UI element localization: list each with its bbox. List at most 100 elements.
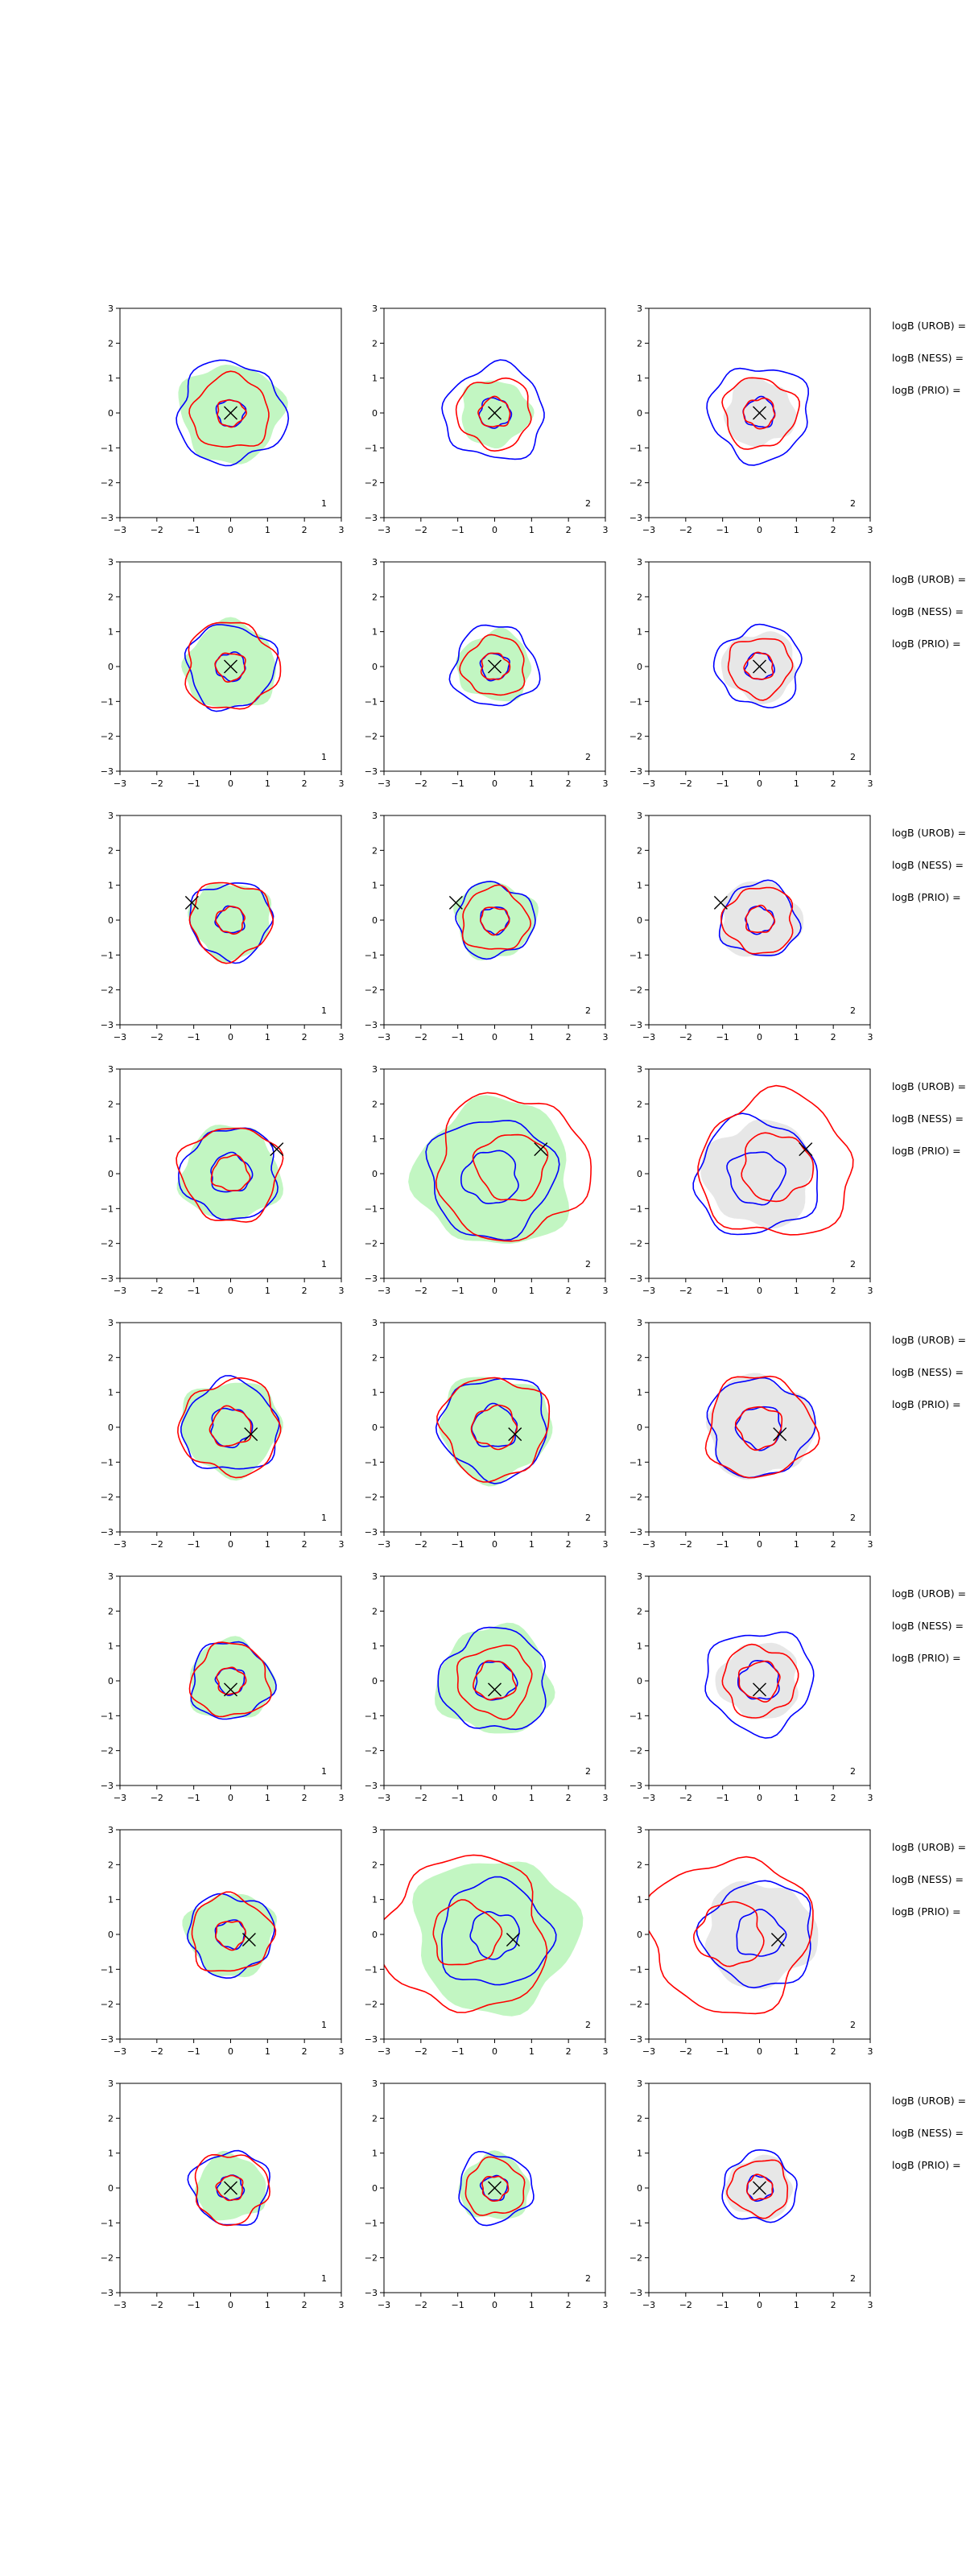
y-tick-label: −2 [101, 1239, 114, 1249]
side-logb-label: logB (PRIO) = [892, 1905, 961, 1918]
y-tick-label: 1 [372, 881, 378, 891]
panel-r8-c2: −3 −2 −1 0 1 2 3 −3 −2 −1 0 1 2 3 2 [365, 2079, 609, 2310]
x-marker [773, 1427, 787, 1442]
x-marker [448, 895, 463, 910]
plot-area [704, 1631, 815, 1739]
y-tick-label: 2 [637, 1860, 642, 1870]
x-tick-label: −1 [188, 1032, 200, 1042]
y-tick-label: 3 [637, 1064, 642, 1075]
side-logb-label: logB (NESS) = [892, 859, 964, 871]
y-tick-label: 2 [108, 1099, 114, 1109]
y-tick-label: −1 [630, 696, 642, 707]
y-tick-label: −2 [365, 2000, 378, 2010]
side-logb-label: logB (UROB) = [892, 1587, 966, 1600]
x-tick-label: 2 [566, 1539, 572, 1550]
blue-contour [187, 2149, 270, 2226]
side-logb-label: logB (NESS) = [892, 1620, 964, 1632]
y-tick-label: 1 [637, 1134, 642, 1145]
x-tick-label: 2 [566, 778, 572, 789]
side-logb-label: logB (PRIO) = [892, 638, 961, 650]
x-tick-label: −2 [679, 1793, 692, 1803]
density-fill [700, 1119, 815, 1229]
panel-label: 2 [850, 1005, 856, 1016]
red-contour [477, 395, 511, 427]
y-tick-label: 1 [372, 374, 378, 384]
x-tick-label: 3 [339, 525, 345, 535]
y-tick-label: 3 [372, 2079, 378, 2089]
y-tick-label: −2 [101, 732, 114, 742]
density-fill [408, 1095, 570, 1245]
y-tick-label: −1 [101, 1964, 114, 1975]
plot-area [458, 2150, 535, 2227]
y-tick-label: −2 [101, 1492, 114, 1503]
x-tick-label: −3 [378, 1539, 390, 1550]
x-tick-label: 3 [603, 2300, 609, 2310]
y-tick-label: 1 [372, 1134, 378, 1145]
x-tick-label: −1 [716, 1793, 729, 1803]
blue-contour [425, 1120, 560, 1241]
y-tick-label: −2 [365, 2253, 378, 2264]
y-tick-label: 1 [108, 881, 114, 891]
panel-label: 2 [850, 752, 856, 762]
x-tick-label: 0 [757, 2046, 762, 2057]
panel-r7-c3: −3 −2 −1 0 1 2 3 −3 −2 −1 0 1 2 3 2 [630, 1825, 873, 2057]
x-tick-label: −2 [415, 1793, 427, 1803]
y-tick-label: 1 [108, 1641, 114, 1652]
y-tick-label: −3 [101, 513, 114, 523]
x-tick-label: −3 [378, 2046, 390, 2057]
y-tick-label: 2 [372, 1860, 378, 1870]
panel-label: 2 [850, 1766, 856, 1777]
x-tick-label: −2 [151, 778, 163, 789]
y-tick-label: 3 [108, 557, 114, 568]
panel-label: 1 [321, 752, 327, 762]
y-tick-label: 0 [372, 662, 378, 672]
y-tick-label: −1 [101, 443, 114, 453]
panel-label: 2 [585, 1766, 591, 1777]
x-tick-label: 2 [566, 1793, 572, 1803]
plot-area [435, 1622, 555, 1734]
y-tick-label: 0 [637, 2183, 642, 2194]
x-marker [224, 1682, 237, 1697]
x-tick-label: 0 [492, 1539, 497, 1550]
y-tick-label: −1 [365, 443, 378, 453]
x-tick-label: −1 [452, 1032, 464, 1042]
y-tick-label: −1 [630, 1457, 642, 1468]
x-tick-label: 3 [868, 1286, 873, 1296]
y-tick-label: 0 [637, 408, 642, 419]
y-tick-label: 0 [637, 1422, 642, 1433]
density-fill [412, 1861, 584, 2017]
panel-r6-c1: −3 −2 −1 0 1 2 3 −3 −2 −1 0 1 2 3 1 [101, 1571, 345, 1803]
y-tick-label: 3 [108, 1571, 114, 1582]
y-tick-label: 0 [372, 2183, 378, 2194]
x-tick-label: −1 [452, 525, 464, 535]
y-tick-label: 3 [372, 1318, 378, 1328]
plot-area [182, 1891, 277, 1979]
plot-area [441, 359, 545, 460]
red-contour [217, 398, 248, 428]
y-tick-label: 2 [372, 845, 378, 856]
x-tick-label: −1 [452, 1286, 464, 1296]
y-tick-label: 3 [372, 1571, 378, 1582]
panel-label: 2 [585, 1259, 591, 1269]
x-tick-label: 2 [566, 2046, 572, 2057]
density-fill [705, 1373, 816, 1480]
x-tick-label: −2 [415, 2046, 427, 2057]
plot-area [188, 881, 275, 964]
red-contour [726, 2159, 789, 2219]
density-fill [461, 380, 535, 448]
x-tick-label: 2 [302, 525, 308, 535]
side-logb-label: logB (NESS) = [892, 352, 964, 364]
x-tick-label: −2 [151, 1539, 163, 1550]
x-tick-label: −3 [378, 2300, 390, 2310]
x-tick-label: −3 [642, 778, 655, 789]
y-tick-label: −3 [101, 2034, 114, 2045]
y-tick-label: 1 [372, 1641, 378, 1652]
y-tick-label: 3 [108, 811, 114, 821]
x-tick-label: 0 [492, 778, 497, 789]
x-tick-label: 2 [566, 1286, 572, 1296]
x-tick-label: −1 [188, 1793, 200, 1803]
y-tick-label: −1 [365, 1203, 378, 1214]
x-tick-label: 0 [228, 525, 233, 535]
x-tick-label: 0 [228, 1539, 233, 1550]
y-tick-label: 3 [108, 1064, 114, 1075]
